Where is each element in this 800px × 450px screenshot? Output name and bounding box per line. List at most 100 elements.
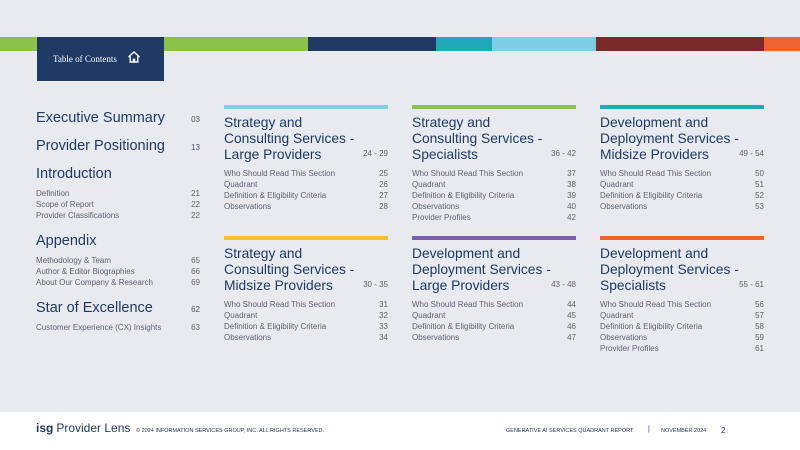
- toc-item-about-company[interactable]: About Our Company & Research 69: [36, 277, 200, 288]
- quadrant-card[interactable]: Development and Deployment Services - Mi…: [600, 105, 764, 212]
- card-item[interactable]: Provider Profiles 61: [600, 343, 764, 354]
- item-label: Definition & Eligibility Criteria: [600, 191, 703, 200]
- section-title: Executive Summary: [36, 110, 165, 126]
- quadrant-card[interactable]: Development and Deployment Services - Sp…: [600, 236, 764, 354]
- card-color-bar: [600, 105, 764, 109]
- card-item[interactable]: Observations 59: [600, 332, 764, 343]
- card-title-line: Development and: [600, 115, 709, 130]
- card-item[interactable]: Who Should Read This Section 25: [224, 168, 388, 179]
- card-item[interactable]: Who Should Read This Section 44: [412, 299, 576, 310]
- card-item[interactable]: Observations 28: [224, 201, 388, 212]
- page-range: 36 - 42: [551, 149, 576, 158]
- toc-item-methodology[interactable]: Methodology & Team 65: [36, 255, 200, 266]
- item-label: Quadrant: [412, 311, 446, 320]
- card-item[interactable]: Definition & Eligibility Criteria 58: [600, 321, 764, 332]
- logo-text: Provider Lens: [56, 421, 131, 435]
- toc-item-cx-insights[interactable]: Customer Experience (CX) Insights 63: [36, 322, 200, 333]
- card-items: Who Should Read This Section 44 Quadrant 4…: [412, 299, 576, 343]
- card-item[interactable]: Observations 53: [600, 201, 764, 212]
- card-item[interactable]: Quadrant 57: [600, 310, 764, 321]
- card-item[interactable]: Observations 34: [224, 332, 388, 343]
- card-item[interactable]: Quadrant 32: [224, 310, 388, 321]
- item-label: Observations: [412, 202, 460, 211]
- page-number: 62: [191, 305, 200, 314]
- card-title-line: Midsize Providers: [600, 147, 709, 162]
- toc-item-provider-classifications[interactable]: Provider Classifications 22: [36, 210, 200, 221]
- page-range: 24 - 29: [363, 149, 388, 158]
- page-range: 30 - 35: [363, 280, 388, 289]
- card-item[interactable]: Definition & Eligibility Criteria 52: [600, 190, 764, 201]
- home-icon[interactable]: [127, 50, 141, 69]
- item-label: Definition & Eligibility Criteria: [224, 191, 327, 200]
- stripe-maroon: [596, 37, 764, 51]
- item-page: 69: [191, 278, 200, 287]
- card-item[interactable]: Observations 40: [412, 201, 576, 212]
- card-item[interactable]: Quadrant 26: [224, 179, 388, 190]
- toc-appendix: Appendix Methodology & Team 65 Author & …: [36, 233, 200, 288]
- report-date: NOVEMBER 2024: [661, 428, 707, 434]
- card-title-line: Large Providers: [224, 147, 322, 162]
- quadrant-card[interactable]: Development and Deployment Services - La…: [412, 236, 576, 343]
- card-title-line: Specialists: [600, 278, 666, 293]
- item-page: 40: [567, 202, 576, 211]
- card-item[interactable]: Who Should Read This Section 50: [600, 168, 764, 179]
- footer: [0, 412, 800, 450]
- item-page: 59: [755, 333, 764, 342]
- card-items: Who Should Read This Section 25 Quadrant 2…: [224, 168, 388, 212]
- toc-executive-summary[interactable]: Executive Summary 03: [36, 110, 200, 126]
- card-item[interactable]: Definition & Eligibility Criteria 46: [412, 321, 576, 332]
- item-page: 26: [379, 180, 388, 189]
- card-item[interactable]: Definition & Eligibility Criteria 33: [224, 321, 388, 332]
- item-page: 56: [755, 300, 764, 309]
- card-title: Strategy and Consulting Services - Midsi…: [224, 246, 388, 294]
- item-page: 22: [191, 211, 200, 220]
- card-item[interactable]: Who Should Read This Section 37: [412, 168, 576, 179]
- item-page: 28: [379, 202, 388, 211]
- card-item[interactable]: Who Should Read This Section 31: [224, 299, 388, 310]
- item-label: Quadrant: [600, 180, 634, 189]
- item-label: Definition: [36, 189, 70, 198]
- page-range: 43 - 48: [551, 280, 576, 289]
- card-item[interactable]: Quadrant 51: [600, 179, 764, 190]
- card-item[interactable]: Observations 47: [412, 332, 576, 343]
- page-number: 2: [721, 426, 726, 435]
- item-label: Who Should Read This Section: [600, 300, 712, 309]
- toc-tab-label: Table of Contents: [53, 54, 117, 64]
- item-label: Scope of Report: [36, 200, 94, 209]
- item-page: 61: [755, 344, 764, 353]
- isg-provider-lens-logo: isg Provider Lens: [36, 421, 130, 435]
- quadrant-card[interactable]: Strategy and Consulting Services - Midsi…: [224, 236, 388, 343]
- toc-provider-positioning[interactable]: Provider Positioning 13: [36, 138, 200, 154]
- card-item[interactable]: Provider Profiles 42: [412, 212, 576, 223]
- stripe-navy-2: [308, 37, 436, 51]
- quadrant-card[interactable]: Strategy and Consulting Services - Speci…: [412, 105, 576, 223]
- toc-introduction: Introduction Definition 21 Scope of Repo…: [36, 166, 200, 221]
- item-page: 50: [755, 169, 764, 178]
- item-label: Definition & Eligibility Criteria: [412, 191, 515, 200]
- item-label: Quadrant: [224, 180, 258, 189]
- card-item[interactable]: Definition & Eligibility Criteria 39: [412, 190, 576, 201]
- card-item[interactable]: Quadrant 45: [412, 310, 576, 321]
- stripe-orange: [764, 37, 800, 51]
- card-items: Who Should Read This Section 37 Quadrant 3…: [412, 168, 576, 223]
- card-item[interactable]: Quadrant 38: [412, 179, 576, 190]
- toc-item-scope[interactable]: Scope of Report 22: [36, 199, 200, 210]
- item-page: 44: [567, 300, 576, 309]
- item-label: Observations: [224, 333, 272, 342]
- item-label: Observations: [600, 202, 648, 211]
- card-item[interactable]: Definition & Eligibility Criteria 27: [224, 190, 388, 201]
- quadrant-card[interactable]: Strategy and Consulting Services - Large…: [224, 105, 388, 212]
- item-page: 37: [567, 169, 576, 178]
- toc-star-of-excellence[interactable]: Star of Excellence 62 Customer Experienc…: [36, 300, 200, 333]
- toc-item-biographies[interactable]: Author & Editor Biographies 66: [36, 266, 200, 277]
- card-item[interactable]: Who Should Read This Section 56: [600, 299, 764, 310]
- page-number: 03: [191, 115, 200, 124]
- table-of-contents-tab[interactable]: Table of Contents: [37, 37, 164, 81]
- item-label: Customer Experience (CX) Insights: [36, 323, 162, 332]
- toc-item-definition[interactable]: Definition 21: [36, 188, 200, 199]
- section-title: Star of Excellence: [36, 300, 153, 316]
- item-label: Observations: [600, 333, 648, 342]
- card-title-line: Consulting Services -: [412, 131, 543, 146]
- card-title: Strategy and Consulting Services - Large…: [224, 115, 388, 163]
- item-page: 32: [379, 311, 388, 320]
